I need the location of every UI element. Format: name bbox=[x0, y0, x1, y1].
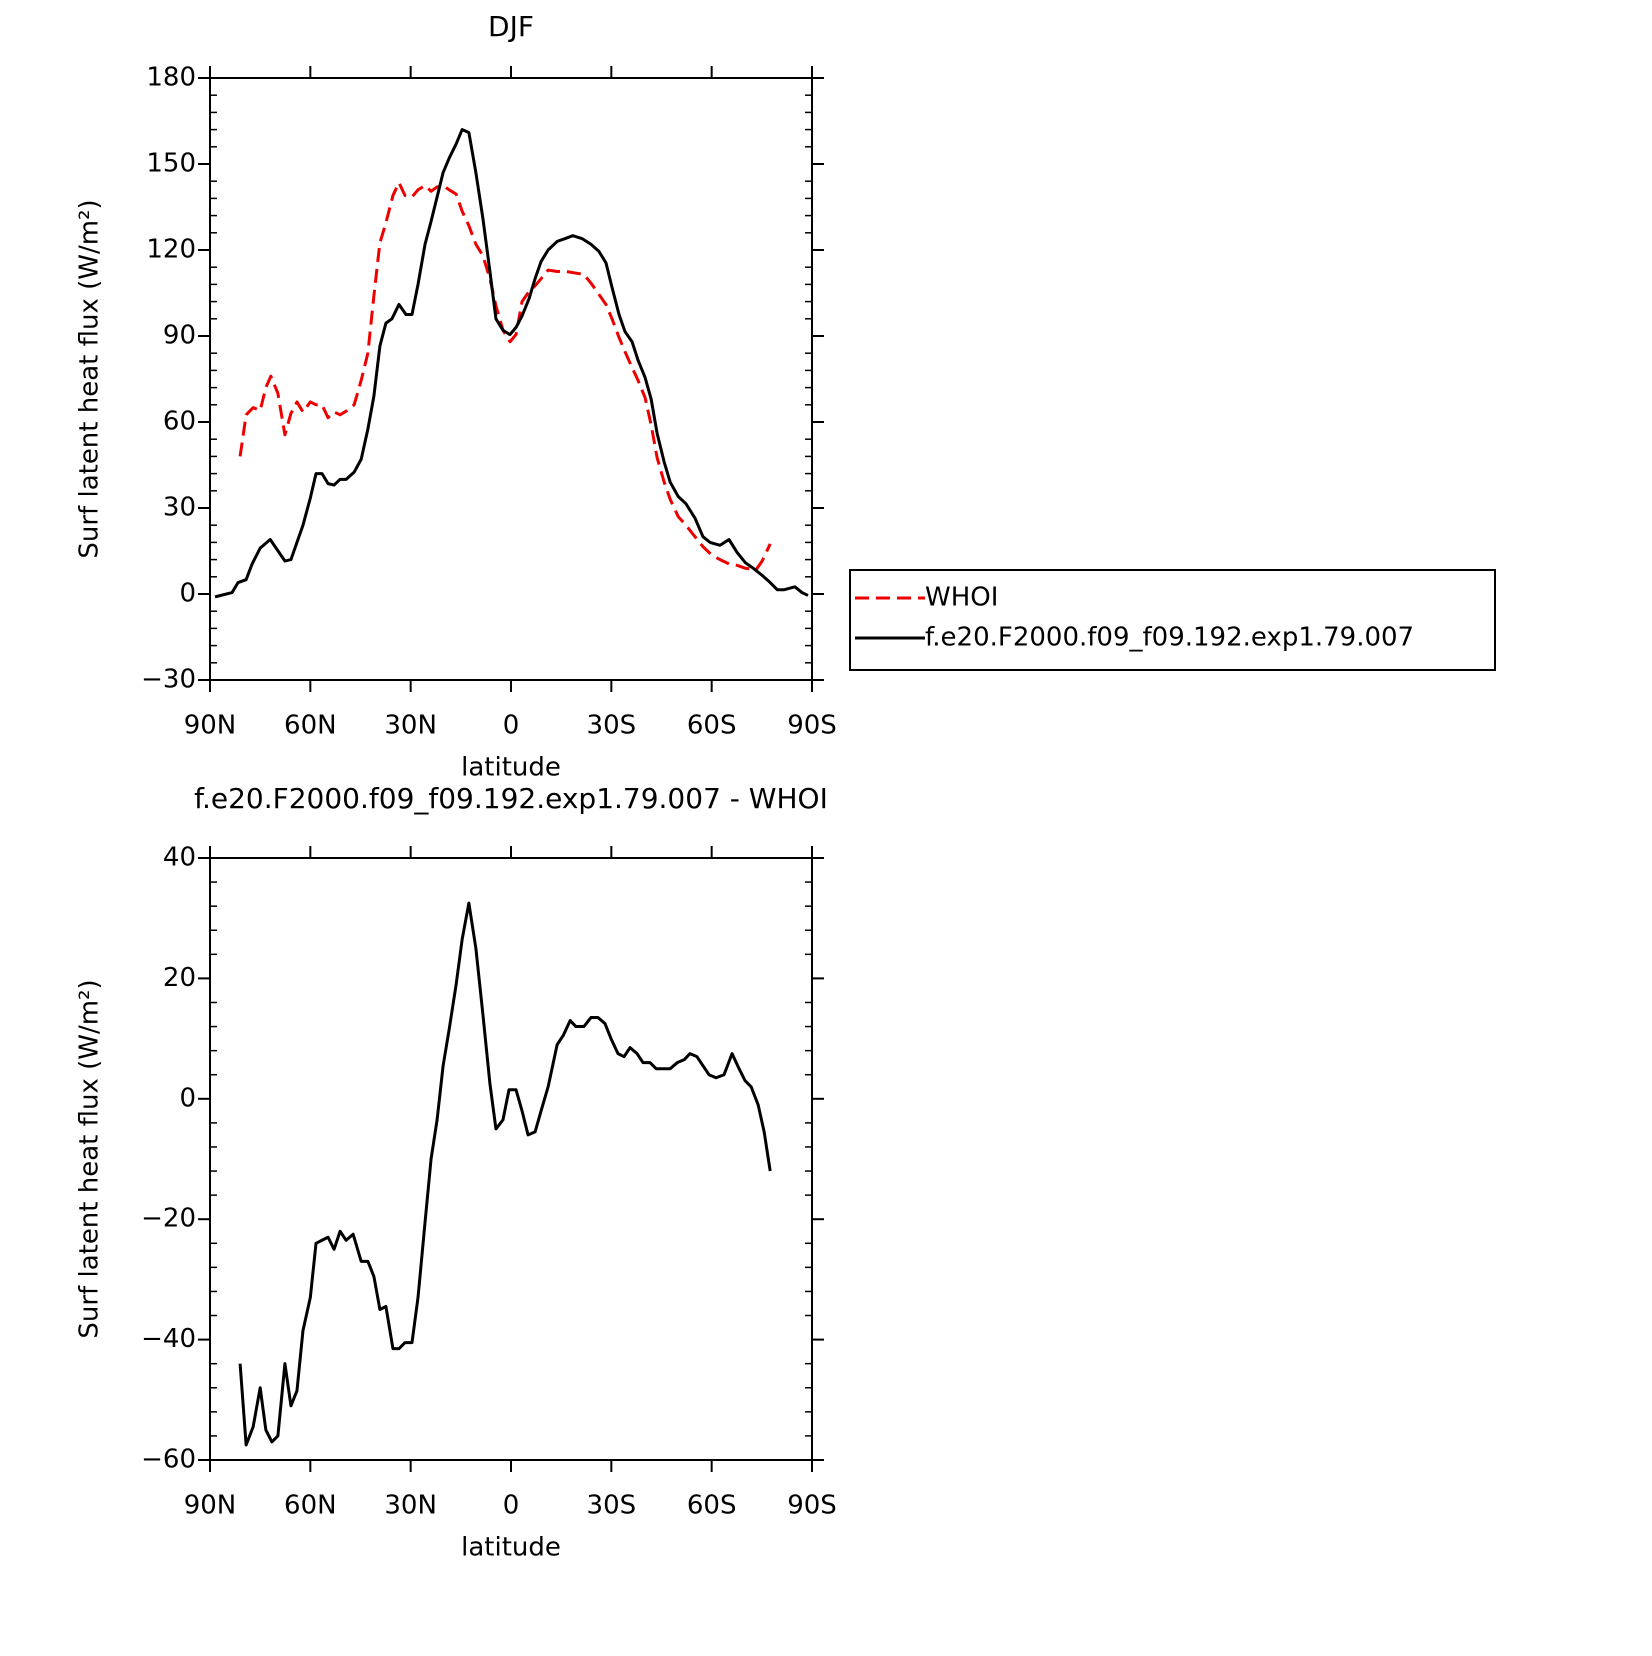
chart-title: f.e20.F2000.f09_f09.192.exp1.79.007 - WH… bbox=[194, 782, 828, 815]
x-tick-label: 90S bbox=[787, 711, 837, 741]
x-tick-label: 0 bbox=[503, 1491, 520, 1521]
x-tick-label: 30N bbox=[384, 1491, 437, 1521]
y-tick-label: 150 bbox=[146, 149, 196, 179]
x-tick-label: 30S bbox=[587, 711, 637, 741]
x-tick-label: 90N bbox=[184, 1491, 237, 1521]
y-tick-label: 30 bbox=[163, 493, 196, 523]
y-tick-label: 120 bbox=[146, 235, 196, 265]
y-tick-label: −40 bbox=[141, 1324, 196, 1354]
y-tick-label: 40 bbox=[163, 843, 196, 873]
legend-label: f.e20.F2000.f09_f09.192.exp1.79.007 bbox=[925, 623, 1414, 653]
x-tick-label: 60N bbox=[284, 711, 337, 741]
legend-label: WHOI bbox=[925, 583, 998, 613]
x-axis-label: latitude bbox=[461, 1533, 561, 1563]
x-tick-label: 60S bbox=[687, 711, 737, 741]
data-line bbox=[238, 901, 772, 1447]
x-tick-label: 90S bbox=[787, 1491, 837, 1521]
y-tick-label: 0 bbox=[179, 1083, 196, 1113]
legend-box bbox=[849, 569, 1496, 671]
y-tick-label: −20 bbox=[141, 1204, 196, 1234]
y-tick-label: −30 bbox=[141, 665, 196, 695]
data-line bbox=[214, 128, 809, 599]
plot-frame bbox=[209, 857, 813, 1461]
x-tick-label: 30N bbox=[384, 711, 437, 741]
y-axis-label: Surf latent heat flux (W/m²) bbox=[75, 979, 105, 1338]
y-tick-label: 20 bbox=[163, 963, 196, 993]
y-tick-label: 180 bbox=[146, 63, 196, 93]
y-tick-label: 90 bbox=[163, 321, 196, 351]
x-tick-label: 60S bbox=[687, 1491, 737, 1521]
x-tick-label: 60N bbox=[284, 1491, 337, 1521]
x-tick-label: 30S bbox=[587, 1491, 637, 1521]
y-tick-label: 0 bbox=[179, 579, 196, 609]
x-axis-label: latitude bbox=[461, 753, 561, 783]
plot-frame bbox=[209, 77, 813, 681]
y-tick-label: −60 bbox=[141, 1445, 196, 1475]
y-tick-label: 60 bbox=[163, 407, 196, 437]
y-axis-label: Surf latent heat flux (W/m²) bbox=[75, 199, 105, 558]
data-line bbox=[238, 181, 772, 572]
x-tick-label: 90N bbox=[184, 711, 237, 741]
chart-title: DJF bbox=[488, 10, 534, 43]
x-tick-label: 0 bbox=[503, 711, 520, 741]
